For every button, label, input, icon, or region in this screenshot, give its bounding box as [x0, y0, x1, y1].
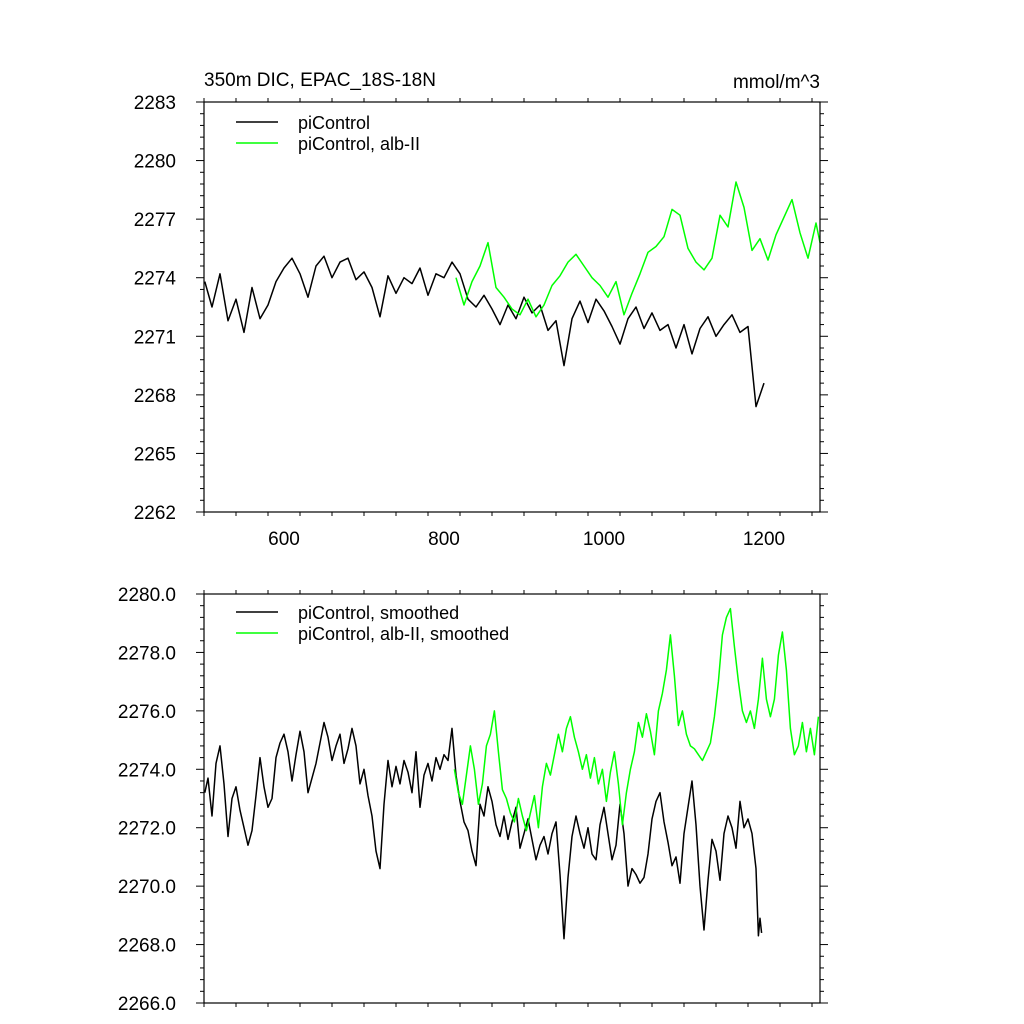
x-tick-label: 1000 — [583, 529, 625, 550]
x-tick-label: 800 — [428, 529, 460, 550]
y-tick-label: 2278.0 — [118, 643, 176, 664]
y-tick-label: 2270.0 — [118, 877, 176, 898]
y-tick-label: 2280 — [134, 152, 176, 173]
series-line-2 — [455, 181, 821, 318]
top-panel: 350m DIC, EPAC_18S-18N mmol/m^3 600 800 10… — [134, 70, 828, 550]
legend-label: piControl, alb-II — [298, 134, 420, 154]
y-tick-label: 2274.0 — [118, 760, 176, 781]
bottom-panel: 2266.0 2268.0 2270.0 2272.0 2274.0 2276.0 2278… — [118, 585, 828, 1015]
y-tick-label: 2268.0 — [118, 936, 176, 957]
y-tick-label: 2265 — [134, 444, 176, 465]
x-tick-label: 600 — [268, 529, 300, 550]
legend-label: piControl — [298, 113, 370, 133]
y-tick-label: 2268 — [134, 386, 176, 407]
series-line-2 — [453, 607, 820, 832]
plot-frame — [203, 593, 821, 1004]
chart-title: 350m DIC, EPAC_18S-18N — [204, 70, 436, 91]
units-label: mmol/m^3 — [733, 72, 820, 93]
y-tick-label: 2277 — [134, 210, 176, 231]
series-line-1 — [204, 255, 765, 408]
y-tick-label: 2276.0 — [118, 702, 176, 723]
y-tick-label: 2274 — [134, 269, 177, 290]
y-tick-label: 2280.0 — [118, 585, 176, 606]
legend-label: piControl, alb-II, smoothed — [298, 624, 509, 644]
plot-frame — [203, 101, 821, 513]
series-line-1 — [204, 721, 763, 940]
y-tick-label: 2266.0 — [118, 994, 176, 1015]
y-tick-label: 2283 — [134, 93, 176, 114]
y-tick-label: 2271 — [134, 327, 176, 348]
x-tick-label: 1200 — [743, 529, 785, 550]
y-tick-label: 2272.0 — [118, 819, 176, 840]
y-tick-label: 2262 — [134, 503, 176, 524]
legend-label: piControl, smoothed — [298, 603, 459, 623]
